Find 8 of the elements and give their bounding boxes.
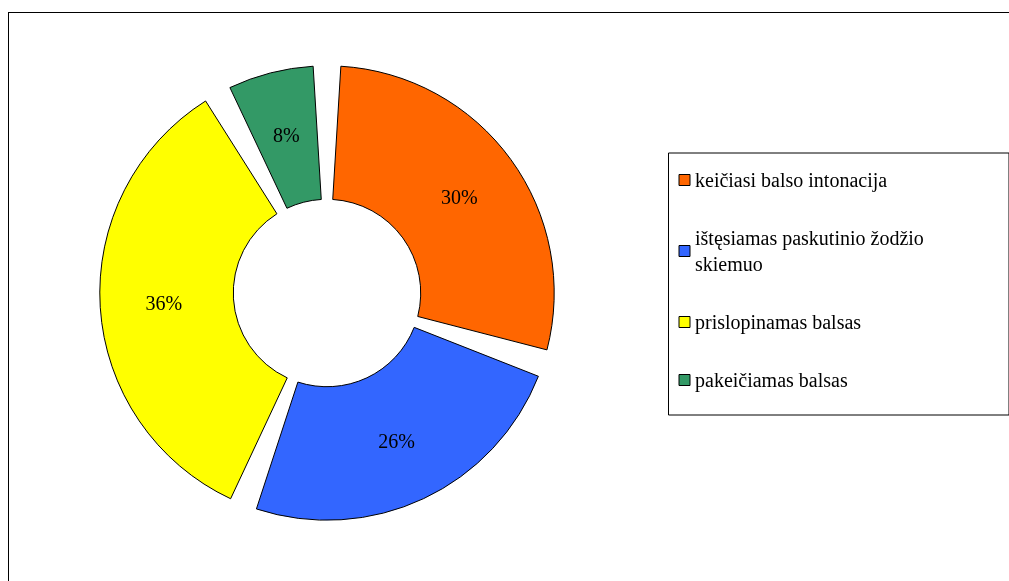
legend-label: keičiasi balso intonacija xyxy=(695,169,888,192)
data-label: 36% xyxy=(145,292,183,315)
legend-label: prislopinamas balsas xyxy=(695,311,862,334)
legend-label: ištęsiamas paskutinio žodžio skiemuo xyxy=(695,227,929,275)
data-label: 26% xyxy=(378,429,415,452)
legend-label: pakeičiamas balsas xyxy=(695,369,848,392)
data-label: 8% xyxy=(273,123,300,146)
data-label: 30% xyxy=(440,185,478,208)
